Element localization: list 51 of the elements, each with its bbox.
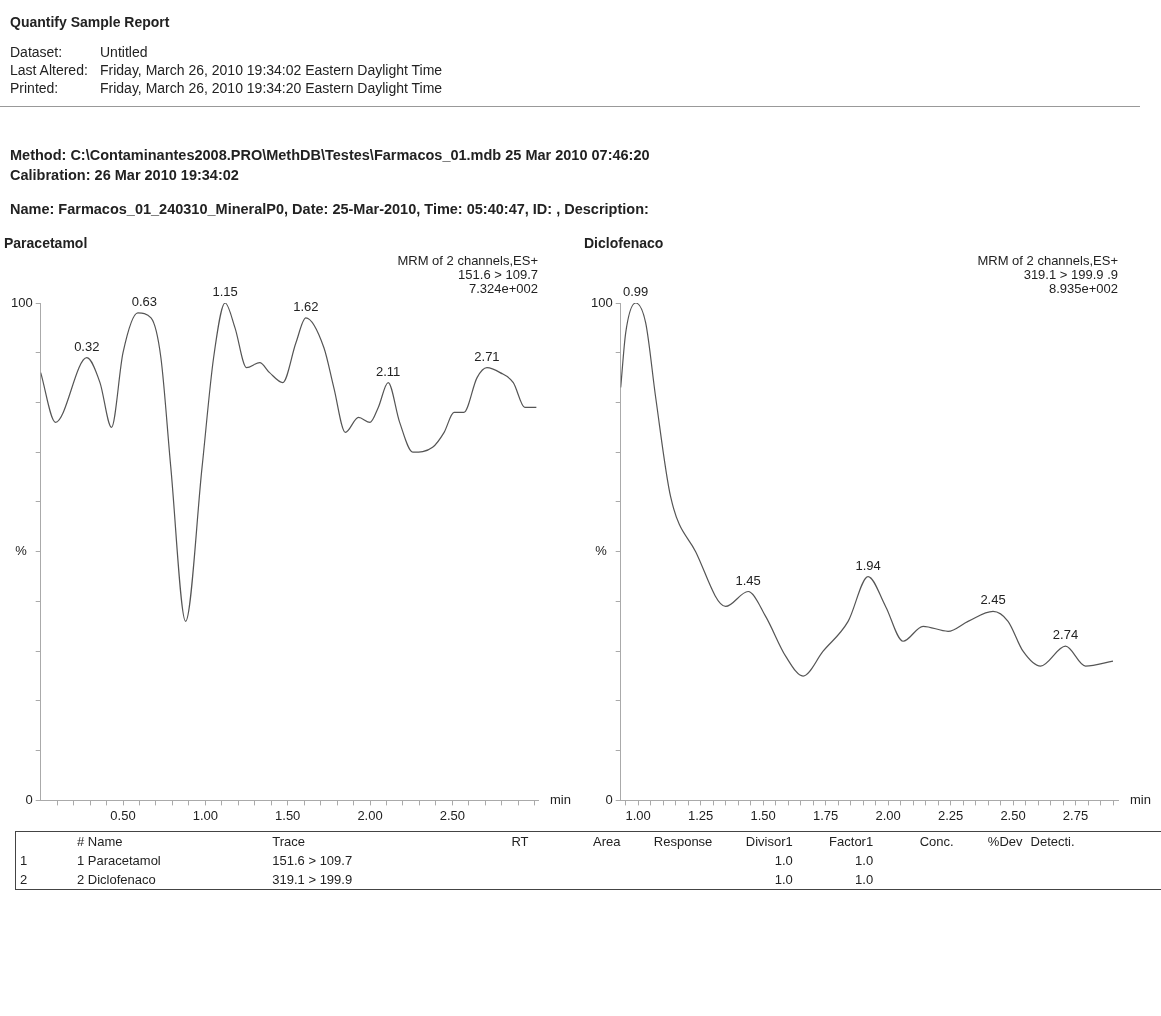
x-tick-label: 1.75 [812,807,839,823]
text: 7.324e+002 [468,281,538,297]
x-tick-label: 2.00 [357,807,383,823]
text: Dataset: Untitled [10,44,148,60]
annotation: 2.71 [474,348,500,364]
text: Method: C:\Contaminantes2008.PRO\MethDB\Testes\Farmacos_01.mdb 25 Mar 2010 07:46:20 [10,147,651,163]
chart-title: Paracetamol [4,234,88,251]
annotation: 1.45 [735,572,761,588]
text: 2 2 Diclofenaco 319.1 > 199.9 1.0 1.0 [20,872,874,887]
annotation: 1.62 [293,299,319,314]
annotation: 0.63 [131,294,158,310]
annotation: 0.99 [623,284,649,300]
y-tick-label: 0 [25,791,33,807]
annotation: 1.94 [855,557,881,573]
x-tick-label: 2.50 [439,807,466,823]
x-tick-label: 0.50 [110,807,136,823]
y-axis-title: % [15,543,28,559]
text: Printed: Friday, March 26, 2010 19:34:20 Eastern Daylight Time [10,80,443,96]
y-axis-title: % [595,543,608,559]
text: Last Altered: Friday, March 26, 2010 19:34:02 Eastern Daylight Time [10,62,443,78]
x-tick-label: 1.50 [750,807,776,823]
annotation: 2.11 [375,363,401,379]
annotation: 2.45 [980,592,1006,608]
text: MRM of 2 channels,ES+ [977,253,1118,269]
chart-title: Diclofenaco [584,234,664,251]
line-series [620,303,1114,677]
text: 319.1 > 199.9 .9 [1023,267,1118,283]
annotation: 0.32 [74,338,100,354]
text: 151.6 > 109.7 [458,267,538,283]
x-axis-title: min [1130,791,1151,807]
annotation: 1.15 [212,284,238,300]
x-tick-label: 1.00 [192,807,219,823]
y-tick-label: 0 [605,791,613,807]
y-tick-label: 100 [10,294,33,310]
text: MRM of 2 channels,ES+ [397,253,538,269]
text: Calibration: 26 Mar 2010 19:34:02 [10,167,240,183]
x-tick-label: 2.50 [1000,807,1026,823]
x-tick-label: 2.75 [1062,807,1089,823]
x-tick-label: 1.00 [625,807,651,823]
annotation: 2.74 [1052,627,1079,643]
x-tick-label: 1.25 [688,807,714,823]
x-axis-title: min [550,791,571,807]
x-tick-label: 2.25 [937,807,964,823]
text: Name: Farmacos_01_240310_MineralP0, Date: 25-Mar-2010, Time: 05:40:47, ID: , Description: [10,201,650,217]
text: Quantify Sample Report [10,14,171,30]
x-tick-label: 2.00 [875,807,901,823]
y-tick-label: 100 [590,294,613,310]
text: 1 1 Paracetamol 151.6 > 109.7 1.0 1.0 [20,853,874,868]
x-tick-label: 1.50 [275,807,301,823]
text: 8.935e+002 [1048,281,1118,297]
text: # Name Trace RT Area Response Divisor1 Factor1 Conc. %Dev Detecti. [76,834,1075,849]
